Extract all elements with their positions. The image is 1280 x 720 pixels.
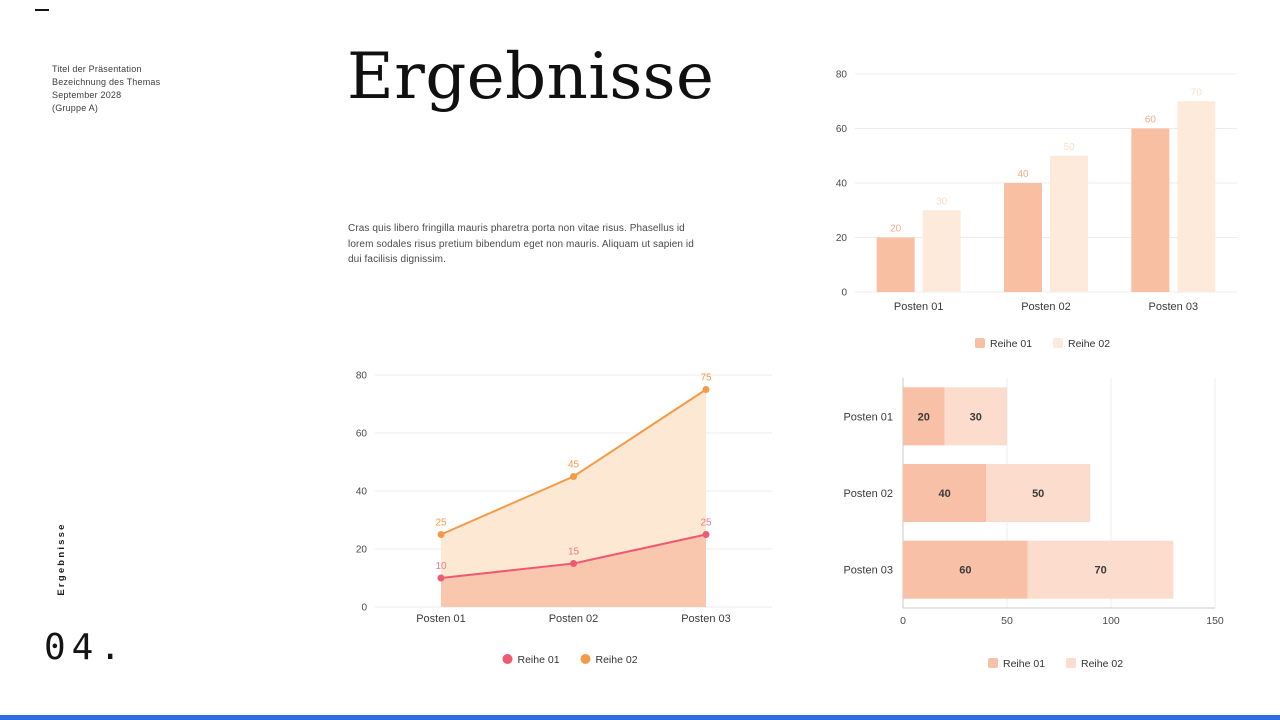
svg-text:Posten 01: Posten 01 <box>416 613 466 625</box>
presentation-meta: Titel der Präsentation Bezeichnung des T… <box>52 63 160 115</box>
svg-text:50: 50 <box>1063 142 1075 153</box>
side-label-vertical: Ergebnisse <box>56 522 67 596</box>
svg-text:Reihe 02: Reihe 02 <box>1081 658 1123 670</box>
svg-text:Reihe 02: Reihe 02 <box>1068 338 1110 350</box>
svg-text:25: 25 <box>700 518 712 529</box>
page-number: 04. <box>44 627 128 668</box>
svg-text:100: 100 <box>1102 615 1120 627</box>
svg-text:60: 60 <box>836 124 848 135</box>
svg-text:Posten 01: Posten 01 <box>843 411 893 423</box>
decorative-dash <box>35 9 49 11</box>
svg-text:0: 0 <box>361 603 367 614</box>
stacked-bar-svg: 0 50 100 150 Posten 01 20 30 Posten 02 40 50 Poste… <box>843 378 1224 670</box>
svg-text:15: 15 <box>568 547 580 558</box>
svg-text:25: 25 <box>435 518 447 529</box>
svg-text:Posten 02: Posten 02 <box>843 488 893 500</box>
svg-text:Posten 02: Posten 02 <box>549 613 599 625</box>
svg-text:30: 30 <box>970 411 982 423</box>
svg-text:Reihe 01: Reihe 01 <box>518 654 560 666</box>
meta-line-topic: Bezeichnung des Themas <box>52 77 161 87</box>
line-area-svg: 0 20 40 60 80 10 15 25 25 45 75 Posten 01 Posten 02 P… <box>356 371 772 666</box>
svg-text:Posten 03: Posten 03 <box>1149 301 1199 313</box>
meta-line-title: Titel der Präsentation <box>52 64 142 74</box>
svg-text:20: 20 <box>356 545 368 556</box>
slide-title: Ergebnisse <box>347 40 715 114</box>
meta-line-date: September 2028 <box>52 90 122 100</box>
grouped-bar-svg: 0 20 40 60 80 Posten 01 20 30 Posten 02 40 50 Poste… <box>836 70 1237 350</box>
svg-text:20: 20 <box>918 411 930 423</box>
svg-text:50: 50 <box>1001 615 1013 627</box>
svg-text:60: 60 <box>959 565 971 577</box>
svg-text:50: 50 <box>1032 488 1044 500</box>
svg-text:40: 40 <box>836 179 848 190</box>
grouped-bar-chart: 0 20 40 60 80 Posten 01 20 30 Posten 02 40 50 Poste… <box>830 60 1240 360</box>
svg-text:20: 20 <box>890 224 902 235</box>
svg-text:150: 150 <box>1206 615 1224 627</box>
svg-text:40: 40 <box>938 488 950 500</box>
svg-text:0: 0 <box>841 288 847 299</box>
svg-text:Posten 01: Posten 01 <box>894 301 944 313</box>
svg-text:Posten 03: Posten 03 <box>843 565 893 577</box>
stacked-bar-chart: 0 50 100 150 Posten 01 20 30 Posten 02 40 50 Poste… <box>820 370 1240 680</box>
svg-text:0: 0 <box>900 615 906 627</box>
svg-text:80: 80 <box>836 70 848 81</box>
svg-text:45: 45 <box>568 460 580 471</box>
body-text: Cras quis libero fringilla mauris pharet… <box>348 223 694 265</box>
svg-text:40: 40 <box>356 487 368 498</box>
svg-text:Reihe 01: Reihe 01 <box>990 338 1032 350</box>
meta-line-group: (Gruppe A) <box>52 103 99 113</box>
line-area-chart: 0 20 40 60 80 10 15 25 25 45 75 Posten 01 Posten 02 P… <box>340 360 780 680</box>
svg-text:75: 75 <box>700 373 712 384</box>
svg-text:Posten 03: Posten 03 <box>681 613 731 625</box>
svg-text:60: 60 <box>356 429 368 440</box>
svg-text:Reihe 01: Reihe 01 <box>1003 658 1045 670</box>
svg-text:70: 70 <box>1191 87 1203 98</box>
svg-text:Posten 02: Posten 02 <box>1021 301 1071 313</box>
svg-text:70: 70 <box>1094 565 1106 577</box>
bottom-accent-bar <box>0 715 1280 720</box>
svg-text:60: 60 <box>1145 115 1157 126</box>
svg-text:30: 30 <box>936 196 948 207</box>
svg-text:80: 80 <box>356 371 368 382</box>
svg-text:Reihe 02: Reihe 02 <box>596 654 638 666</box>
svg-text:10: 10 <box>435 561 447 572</box>
svg-text:20: 20 <box>836 233 848 244</box>
svg-text:40: 40 <box>1017 169 1029 180</box>
